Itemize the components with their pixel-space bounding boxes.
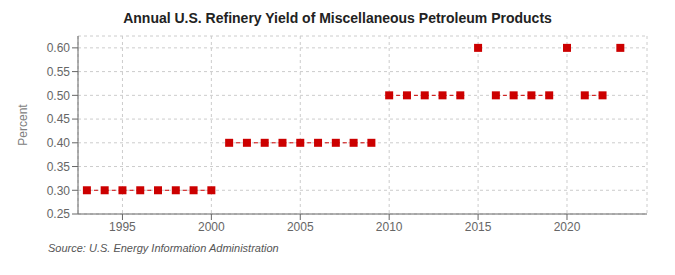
svg-text:0.25: 0.25 (47, 207, 71, 221)
svg-text:Percent: Percent (16, 104, 30, 146)
svg-text:2005: 2005 (287, 220, 314, 234)
html-text:Annual U.S. Refinery Yield of: Annual U.S. Refinery Yield of Miscellane… (123, 10, 552, 26)
svg-text:0.55: 0.55 (47, 65, 71, 79)
svg-text:2010: 2010 (376, 220, 403, 234)
svg-text:0.40: 0.40 (47, 136, 71, 150)
svg-text:2015: 2015 (465, 220, 492, 234)
html-text:Source: U.S. Energy Informatio: Source: U.S. Energy Information Administ… (48, 242, 279, 254)
svg-text:0.45: 0.45 (47, 112, 71, 126)
svg-text:2000: 2000 (198, 220, 225, 234)
svg-text:0.30: 0.30 (47, 184, 71, 198)
svg-text:1995: 1995 (109, 220, 136, 234)
svg-text:2020: 2020 (554, 220, 581, 234)
svg-text:0.60: 0.60 (47, 41, 71, 55)
svg-text:0.50: 0.50 (47, 89, 71, 103)
svg-text:0.35: 0.35 (47, 160, 71, 174)
